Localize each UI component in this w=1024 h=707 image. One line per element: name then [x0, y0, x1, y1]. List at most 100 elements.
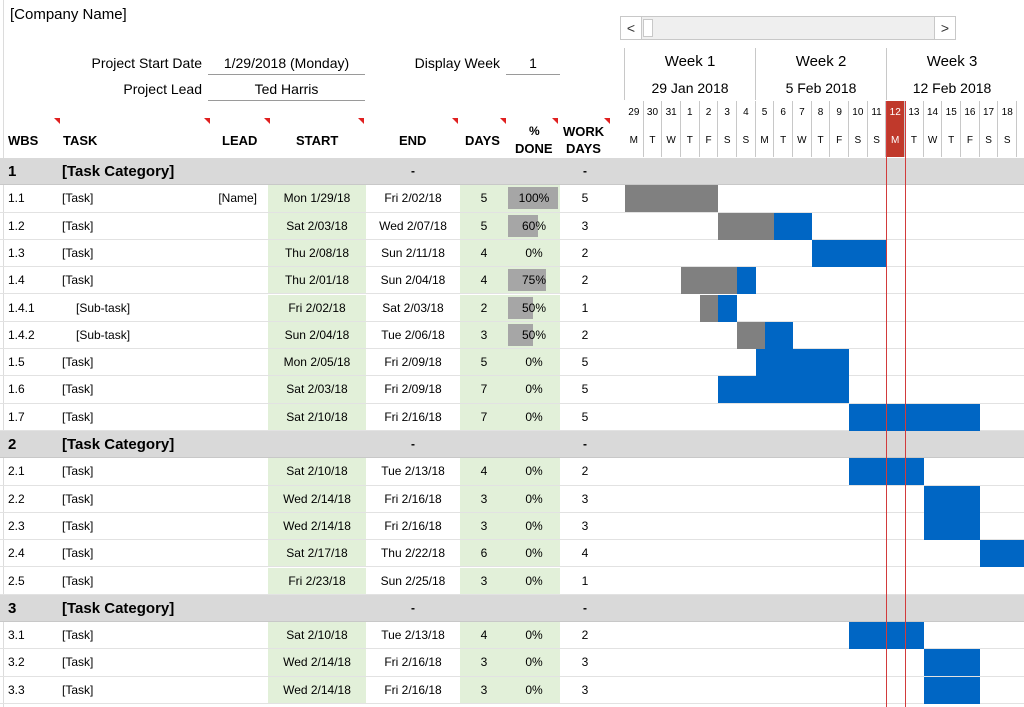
scroll-left-icon[interactable]: < — [621, 17, 642, 39]
days-cell[interactable]: 5 — [460, 212, 508, 239]
wbs-cell[interactable]: 2.2 — [8, 491, 25, 506]
work-days-cell[interactable]: 2 — [581, 327, 589, 342]
gantt-bar-remaining[interactable] — [849, 458, 924, 486]
category-row[interactable]: 1 [Task Category] - - — [0, 158, 1024, 186]
project-start-field[interactable]: 1/29/2018 (Monday) — [208, 55, 365, 75]
wbs-cell[interactable]: 2.1 — [8, 464, 25, 479]
task-row[interactable]: 1.6 [Task] Sat 2/03/18 Fri 2/09/18 7 0% 5 — [0, 376, 1024, 404]
gantt-bar-done[interactable] — [737, 321, 766, 349]
percent-done-cell[interactable]: 0% — [508, 676, 560, 703]
days-cell[interactable]: 6 — [460, 540, 508, 567]
days-cell[interactable]: 4 — [460, 458, 508, 485]
end-date-cell[interactable]: Fri 2/09/18 — [384, 355, 442, 370]
task-row[interactable]: 1.3 [Task] Thu 2/08/18 Sun 2/11/18 4 0% 2 — [0, 239, 1024, 268]
percent-done-cell[interactable]: 100% — [508, 185, 560, 212]
days-cell[interactable]: 4 — [460, 239, 508, 267]
work-days-cell[interactable]: 3 — [581, 655, 589, 670]
gantt-bar-remaining[interactable] — [718, 294, 737, 322]
end-date-cell[interactable]: Thu 2/22/18 — [380, 546, 446, 561]
task-row[interactable]: 1.2 [Task] Sat 2/03/18 Wed 2/07/18 5 60% 3 — [0, 212, 1024, 240]
start-date-cell[interactable]: Sat 2/03/18 — [268, 376, 366, 403]
lead-cell[interactable]: [Name] — [218, 191, 257, 206]
wbs-cell[interactable]: 2.3 — [8, 518, 25, 533]
task-row[interactable]: 3.3 [Task] Wed 2/14/18 Fri 2/16/18 3 0% 3 — [0, 676, 1024, 704]
lead-cell[interactable] — [205, 649, 257, 675]
lead-cell[interactable] — [205, 677, 257, 703]
work-days-cell[interactable]: 4 — [581, 546, 589, 561]
percent-done-cell[interactable]: 0% — [508, 622, 560, 649]
end-date-cell[interactable]: Fri 2/16/18 — [384, 655, 442, 670]
days-cell[interactable]: 7 — [460, 376, 508, 403]
end-date-cell[interactable]: Fri 2/16/18 — [384, 409, 442, 424]
task-row[interactable]: 1.1 [Task] [Name] Mon 1/29/18 Fri 2/02/18 5 10… — [0, 185, 1024, 213]
end-date-cell[interactable]: Fri 2/09/18 — [384, 382, 442, 397]
work-days-cell[interactable]: 3 — [581, 218, 589, 233]
days-cell[interactable]: 3 — [460, 512, 508, 540]
task-name-cell[interactable]: [Task Category] — [62, 163, 175, 180]
work-days-cell[interactable]: 5 — [581, 191, 589, 206]
start-date-cell[interactable]: Mon 2/05/18 — [268, 349, 366, 376]
start-date-cell[interactable]: Sat 2/03/18 — [268, 212, 366, 239]
work-days-cell[interactable]: 3 — [581, 491, 589, 506]
wbs-cell[interactable]: 2.5 — [8, 573, 25, 588]
days-cell[interactable]: 3 — [460, 567, 508, 594]
days-cell[interactable]: 3 — [460, 676, 508, 703]
start-date-cell[interactable]: Thu 2/01/18 — [268, 267, 366, 294]
gantt-bar-remaining[interactable] — [979, 540, 1024, 568]
gantt-bar-remaining[interactable] — [923, 485, 980, 513]
wbs-cell[interactable]: 2.4 — [8, 546, 25, 561]
lead-cell[interactable] — [205, 295, 257, 321]
lead-cell[interactable] — [205, 240, 257, 266]
work-days-cell[interactable]: 1 — [581, 300, 589, 315]
task-row[interactable]: 2.3 [Task] Wed 2/14/18 Fri 2/16/18 3 0% 3 — [0, 512, 1024, 541]
wbs-cell[interactable]: 3.1 — [8, 628, 25, 643]
work-days-cell[interactable]: 5 — [581, 355, 589, 370]
wbs-cell[interactable]: 1.3 — [8, 245, 25, 260]
task-row[interactable]: 1.7 [Task] Sat 2/10/18 Fri 2/16/18 7 0% 5 — [0, 403, 1024, 431]
lead-cell[interactable] — [205, 513, 257, 539]
percent-done-cell[interactable]: 0% — [508, 349, 560, 376]
wbs-cell[interactable]: 1.4.2 — [8, 327, 35, 342]
scroll-right-icon[interactable]: > — [934, 17, 955, 39]
start-date-cell[interactable]: Sat 2/10/18 — [268, 403, 366, 430]
gantt-bar-remaining[interactable] — [774, 212, 812, 240]
start-date-cell[interactable]: Fri 2/02/18 — [268, 294, 366, 321]
gantt-bar-done[interactable] — [699, 294, 719, 322]
task-name-cell[interactable]: [Task] — [62, 382, 94, 397]
task-name-cell[interactable]: [Task] — [62, 273, 94, 288]
gantt-bar-remaining[interactable] — [849, 403, 980, 431]
end-date-cell[interactable]: Fri 2/16/18 — [384, 682, 442, 697]
gantt-bar-remaining[interactable] — [923, 649, 980, 677]
days-cell[interactable]: 2 — [460, 294, 508, 321]
work-days-cell[interactable]: 1 — [581, 573, 589, 588]
lead-cell[interactable] — [205, 349, 257, 375]
task-name-cell[interactable]: [Task] — [62, 191, 94, 206]
lead-cell[interactable] — [205, 486, 257, 512]
start-date-cell[interactable]: Wed 2/14/18 — [268, 676, 366, 703]
gantt-bar-remaining[interactable] — [718, 376, 850, 404]
percent-done-cell[interactable]: 0% — [508, 567, 560, 594]
category-row[interactable]: 2 [Task Category] - - — [0, 431, 1024, 459]
task-name-cell[interactable]: [Task] — [62, 409, 94, 424]
task-name-cell[interactable]: [Task] — [62, 573, 94, 588]
lead-cell[interactable] — [205, 458, 257, 484]
work-days-cell[interactable]: 2 — [581, 628, 589, 643]
days-cell[interactable]: 3 — [460, 485, 508, 512]
start-date-cell[interactable]: Sat 2/10/18 — [268, 458, 366, 485]
percent-done-cell[interactable]: 0% — [508, 512, 560, 540]
task-name-cell[interactable]: [Task] — [62, 682, 94, 697]
lead-cell[interactable] — [205, 213, 257, 239]
work-days-cell[interactable]: 2 — [581, 245, 589, 260]
work-days-cell[interactable]: 3 — [581, 518, 589, 533]
end-date-cell[interactable]: Sun 2/11/18 — [381, 245, 445, 260]
task-name-cell[interactable]: [Task] — [62, 218, 94, 233]
lead-cell[interactable] — [205, 540, 257, 566]
end-date-cell[interactable]: Tue 2/13/18 — [381, 628, 445, 643]
days-cell[interactable]: 4 — [460, 267, 508, 294]
wbs-cell[interactable]: 1.6 — [8, 382, 25, 397]
percent-done-cell[interactable]: 75% — [508, 267, 560, 294]
days-cell[interactable]: 5 — [460, 349, 508, 376]
end-date-cell[interactable]: Sat 2/03/18 — [382, 300, 444, 315]
work-days-cell[interactable]: 2 — [581, 464, 589, 479]
end-cell[interactable]: - — [411, 437, 415, 451]
